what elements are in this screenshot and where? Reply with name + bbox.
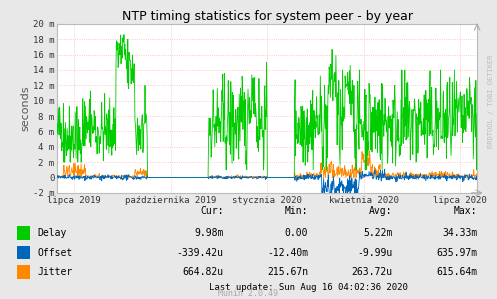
Text: -9.99u: -9.99u — [357, 248, 393, 258]
Y-axis label: seconds: seconds — [20, 86, 30, 131]
Text: 0.00: 0.00 — [285, 228, 308, 238]
Text: 263.72u: 263.72u — [351, 267, 393, 277]
Text: 34.33m: 34.33m — [442, 228, 477, 238]
Text: Cur:: Cur: — [200, 206, 224, 216]
Text: 215.67n: 215.67n — [267, 267, 308, 277]
Text: 635.97m: 635.97m — [436, 248, 477, 258]
Text: Jitter: Jitter — [37, 267, 73, 277]
Title: NTP timing statistics for system peer - by year: NTP timing statistics for system peer - … — [122, 10, 413, 23]
Text: 9.98m: 9.98m — [194, 228, 224, 238]
Text: 615.64m: 615.64m — [436, 267, 477, 277]
Text: Offset: Offset — [37, 248, 73, 258]
Text: Min:: Min: — [285, 206, 308, 216]
Text: Max:: Max: — [454, 206, 477, 216]
Text: Munin 2.0.49: Munin 2.0.49 — [219, 289, 278, 298]
Text: RRDTOOL / TOBI OETIKER: RRDTOOL / TOBI OETIKER — [488, 55, 494, 148]
Text: Avg:: Avg: — [369, 206, 393, 216]
Text: 5.22m: 5.22m — [363, 228, 393, 238]
Text: Delay: Delay — [37, 228, 67, 238]
Text: 664.82u: 664.82u — [182, 267, 224, 277]
Text: -12.40m: -12.40m — [267, 248, 308, 258]
Text: -339.42u: -339.42u — [176, 248, 224, 258]
Text: Last update: Sun Aug 16 04:02:36 2020: Last update: Sun Aug 16 04:02:36 2020 — [209, 283, 408, 292]
